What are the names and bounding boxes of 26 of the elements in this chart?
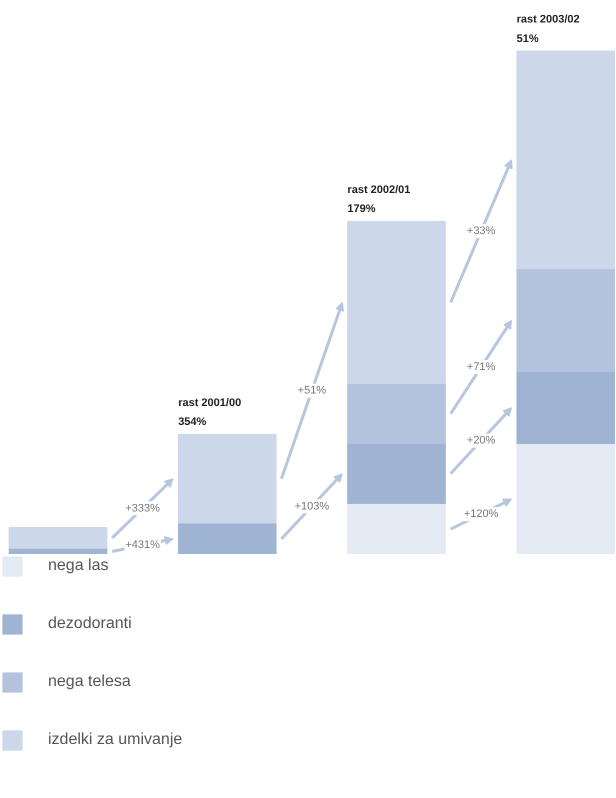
legend-label: nega las <box>48 557 108 575</box>
annotation: +333% <box>125 502 160 514</box>
bar <box>8 527 108 549</box>
legend-label: dezodoranti <box>48 615 132 633</box>
bar <box>516 268 616 372</box>
annotation: rast 2002/01 179% <box>347 184 410 216</box>
annotation: +71% <box>466 361 496 374</box>
annotation: +20% <box>466 434 496 447</box>
legend-label: izdelki za umivanje <box>48 731 182 749</box>
bar <box>516 371 616 444</box>
bar <box>178 434 277 524</box>
annotation: +51% <box>298 384 326 397</box>
legend-label: nega telesa <box>48 673 131 691</box>
bar <box>347 443 446 504</box>
text: rast 2003/02 51% <box>516 14 580 45</box>
bar <box>516 443 616 554</box>
bar <box>516 50 616 270</box>
bar <box>347 384 446 444</box>
annotation: +120% <box>464 508 499 520</box>
bar <box>178 523 277 554</box>
bar <box>347 220 446 384</box>
annotation: rast 2001/00 354% <box>178 396 242 428</box>
annotation: +33% <box>466 225 496 238</box>
annotation: +431% <box>125 539 160 552</box>
annotation: +103% <box>294 500 330 512</box>
bar <box>347 503 446 554</box>
